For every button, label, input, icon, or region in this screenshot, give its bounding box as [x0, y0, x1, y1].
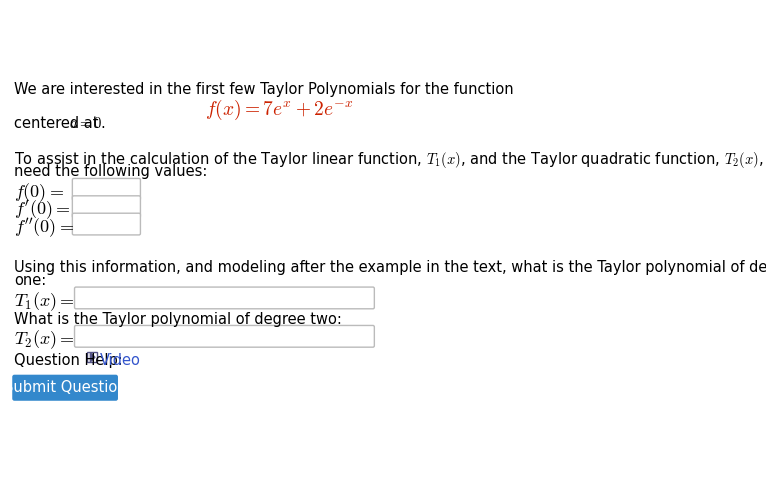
- Text: Question Help:: Question Help:: [15, 353, 133, 368]
- Text: $f(0) =$: $f(0) =$: [15, 181, 64, 204]
- Text: What is the Taylor polynomial of degree two:: What is the Taylor polynomial of degree …: [15, 312, 342, 327]
- Text: Submit Question: Submit Question: [4, 380, 126, 395]
- Text: need the following values:: need the following values:: [15, 164, 208, 179]
- FancyBboxPatch shape: [74, 287, 375, 309]
- FancyBboxPatch shape: [72, 213, 140, 235]
- Text: one:: one:: [15, 273, 47, 288]
- FancyBboxPatch shape: [72, 196, 140, 217]
- Text: Using this information, and modeling after the example in the text, what is the : Using this information, and modeling aft…: [15, 260, 766, 275]
- Text: $f''(0) =$: $f''(0) =$: [15, 216, 74, 239]
- Text: $T_1(x) =$: $T_1(x) =$: [15, 290, 75, 313]
- FancyBboxPatch shape: [87, 352, 97, 362]
- FancyBboxPatch shape: [12, 375, 118, 401]
- Text: $f'(0) =$: $f'(0) =$: [15, 199, 71, 222]
- FancyBboxPatch shape: [72, 178, 140, 200]
- Text: $f(x) = 7e^{x} + 2e^{-x}$: $f(x) = 7e^{x} + 2e^{-x}$: [205, 98, 353, 122]
- Text: $a = 0$.: $a = 0$.: [69, 116, 105, 131]
- Text: centered at: centered at: [15, 116, 103, 131]
- Polygon shape: [90, 353, 95, 362]
- Text: Video: Video: [100, 353, 141, 368]
- Text: To assist in the calculation of the Taylor linear function, $T_1(x)$, and the Ta: To assist in the calculation of the Tayl…: [15, 150, 766, 170]
- Text: We are interested in the first few Taylor Polynomials for the function: We are interested in the first few Taylo…: [15, 82, 514, 97]
- Text: $T_2(x) =$: $T_2(x) =$: [15, 328, 75, 351]
- FancyBboxPatch shape: [74, 326, 375, 347]
